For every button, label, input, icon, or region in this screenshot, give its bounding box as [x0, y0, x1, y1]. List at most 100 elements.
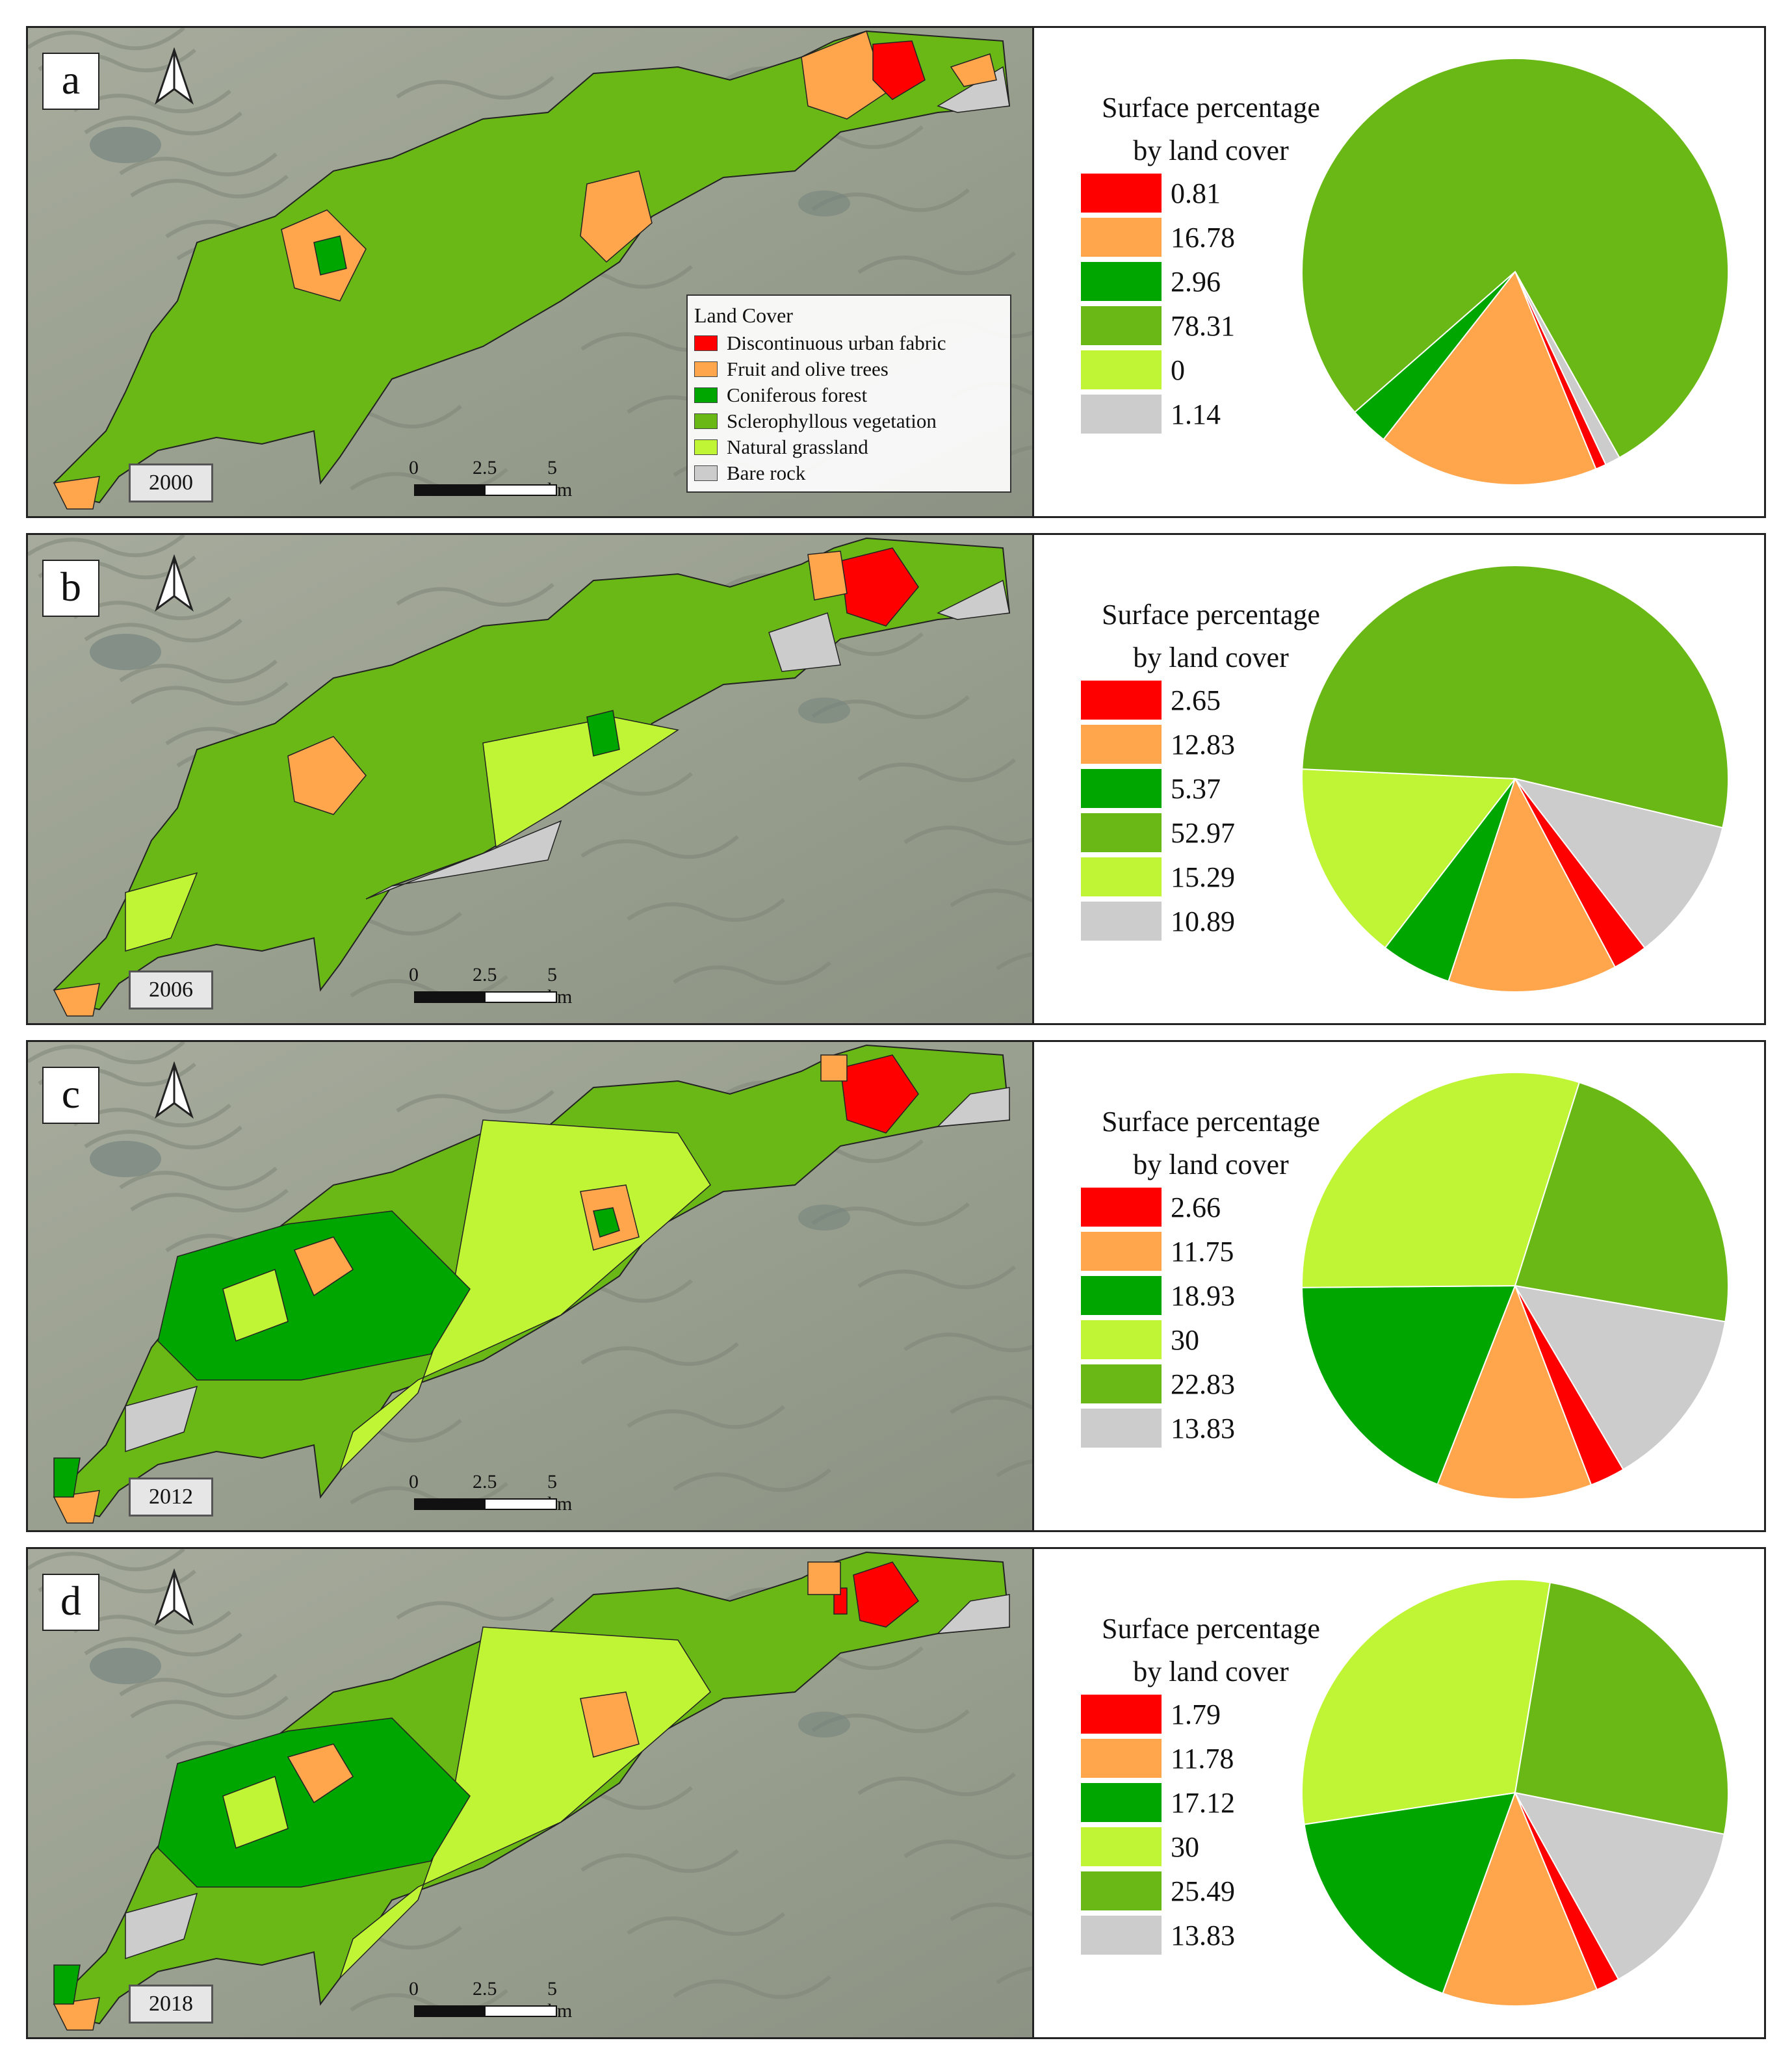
percentage-swatch-scler [1081, 1871, 1162, 1910]
legend-swatch-scler [694, 413, 718, 429]
legend-label: Natural grassland [727, 436, 868, 458]
percentage-swatch-grass [1081, 857, 1162, 896]
panel-a: a 2000 0 2.5 5 km Land Cover Discontinuou… [26, 26, 1766, 518]
percentage-row-urban: 2.65 [1081, 678, 1235, 722]
percentage-value-grass: 30 [1171, 1830, 1199, 1863]
panel-letter: a [42, 53, 99, 110]
percentage-row-conifer: 5.37 [1081, 766, 1235, 811]
percentage-row-conifer: 2.96 [1081, 259, 1235, 304]
land-cover-patch-fruit [287, 1743, 354, 1804]
percentage-value-rock: 13.83 [1171, 1919, 1235, 1951]
percentage-row-scler: 52.97 [1081, 811, 1235, 855]
percentage-row-grass: 15.29 [1081, 855, 1235, 899]
pie-title: Surface percentage by land cover [1074, 1101, 1347, 1186]
scale-tick-2-5: 2.5 [473, 964, 497, 985]
pie-slice-fruit [1442, 1791, 1598, 2007]
pie-slice-rock [1513, 777, 1724, 949]
pie-title: Surface percentage by land cover [1074, 1608, 1347, 1693]
percentage-list: 0.81 16.78 2.96 78.31 0 1.14 [1081, 171, 1235, 436]
scale-bar: 0 2.5 5 km [409, 964, 572, 1009]
legend-item-rock: Bare rock [694, 460, 1004, 486]
percentage-value-grass: 30 [1171, 1323, 1199, 1356]
percentage-swatch-fruit [1081, 218, 1162, 257]
percentage-list: 2.66 11.75 18.93 30 22.83 13.83 [1081, 1185, 1235, 1450]
legend-swatch-urban [694, 335, 718, 351]
land-cover-patch-conifer [53, 1964, 81, 2005]
percentage-swatch-rock [1081, 395, 1162, 434]
percentage-value-conifer: 17.12 [1171, 1786, 1235, 1819]
percentage-value-grass: 0 [1171, 354, 1185, 386]
percentage-swatch-urban [1081, 681, 1162, 720]
scale-segment-light [484, 1498, 557, 1510]
pie-slice-fruit [1448, 777, 1617, 993]
percentage-value-fruit: 12.83 [1171, 728, 1235, 761]
legend-item-fruit: Fruit and olive trees [694, 356, 1004, 382]
legend-item-scler: Sclerophyllous vegetation [694, 408, 1004, 434]
land-cover-patch-rock [768, 612, 841, 672]
percentage-value-fruit: 16.78 [1171, 221, 1235, 254]
pie-slice-rock [1514, 1284, 1726, 1470]
scale-segment-light [484, 2005, 557, 2017]
pie-slice-scler [1301, 565, 1729, 829]
percentage-value-rock: 1.14 [1171, 398, 1221, 430]
panel-letter: c [42, 1067, 99, 1124]
percentage-value-scler: 78.31 [1171, 309, 1235, 342]
land-cover-patch-fruit [807, 551, 848, 601]
scale-segment-dark [414, 484, 486, 496]
land-cover-patch-rock [937, 1594, 1010, 1634]
percentage-swatch-grass [1081, 1827, 1162, 1866]
land-cover-patch-fruit [807, 1561, 841, 1595]
legend-label: Coniferous forest [727, 384, 868, 406]
percentage-row-rock: 1.14 [1081, 392, 1235, 436]
north-arrow-icon [155, 47, 194, 105]
pie-title: Surface percentage by land cover [1074, 593, 1347, 679]
land-cover-patch-rock [937, 1087, 1010, 1127]
percentage-row-conifer: 17.12 [1081, 1780, 1235, 1825]
map-pane: b 2006 0 2.5 5 km [28, 535, 1034, 1023]
land-cover-patch-fruit [820, 1054, 848, 1082]
percentage-row-grass: 0 [1081, 348, 1235, 392]
legend-swatch-rock [694, 465, 718, 481]
percentage-value-urban: 0.81 [1171, 177, 1221, 209]
pie-pane: Surface percentage by land cover 0.81 16.… [1034, 28, 1764, 516]
percentage-swatch-urban [1081, 1695, 1162, 1734]
legend-item-grass: Natural grassland [694, 434, 1004, 460]
north-arrow-icon [155, 1062, 194, 1119]
land-cover-patch-fruit [53, 476, 100, 510]
percentage-swatch-scler [1081, 813, 1162, 852]
pie-title-line2: by land cover [1133, 642, 1289, 673]
pie-title-line1: Surface percentage [1102, 1106, 1320, 1138]
percentage-swatch-fruit [1081, 1739, 1162, 1778]
land-cover-map [53, 30, 1011, 510]
land-cover-patch-rock [365, 820, 562, 900]
scale-tick-0: 0 [409, 1978, 419, 1999]
study-area-polygon [53, 30, 1011, 504]
percentage-row-fruit: 16.78 [1081, 215, 1235, 259]
legend-label: Bare rock [727, 462, 806, 484]
map-pane: d 2018 0 2.5 5 km [28, 1549, 1034, 2037]
map-pane: c 2012 0 2.5 5 km [28, 1042, 1034, 1530]
percentage-value-fruit: 11.75 [1171, 1235, 1234, 1268]
percentage-list: 1.79 11.78 17.12 30 25.49 13.83 [1081, 1692, 1235, 1957]
percentage-value-scler: 22.83 [1171, 1368, 1235, 1400]
percentage-value-urban: 1.79 [1171, 1698, 1221, 1730]
pie-slice-scler [1514, 1081, 1729, 1323]
percentage-swatch-grass [1081, 1320, 1162, 1359]
percentage-row-fruit: 12.83 [1081, 722, 1235, 766]
legend-swatch-conifer [694, 387, 718, 403]
year-label: 2006 [129, 970, 213, 1009]
land-cover-patch-fruit [801, 31, 887, 120]
pie-title-line1: Surface percentage [1102, 92, 1320, 124]
pie-chart [1301, 1579, 1729, 2007]
panel-letter: b [42, 560, 99, 617]
percentage-swatch-urban [1081, 1188, 1162, 1227]
year-label: 2018 [129, 1985, 213, 2024]
year-label: 2000 [129, 463, 213, 502]
percentage-list: 2.65 12.83 5.37 52.97 15.29 10.89 [1081, 678, 1235, 943]
scale-tick-0: 0 [409, 964, 419, 985]
legend-label: Sclerophyllous vegetation [727, 410, 937, 432]
percentage-row-conifer: 18.93 [1081, 1273, 1235, 1318]
pie-slice-grass [1301, 768, 1516, 949]
percentage-row-fruit: 11.75 [1081, 1229, 1235, 1273]
land-cover-patch-grass [222, 1776, 289, 1849]
